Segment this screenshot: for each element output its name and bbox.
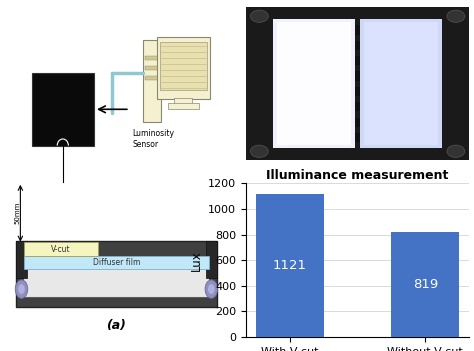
Bar <box>143 40 161 122</box>
Text: Luminosity
Sensor: Luminosity Sensor <box>132 129 174 149</box>
Bar <box>273 19 356 148</box>
Title: Illuminance measurement: Illuminance measurement <box>266 169 449 182</box>
Bar <box>24 256 209 269</box>
Circle shape <box>15 280 28 298</box>
Text: Diffuser film: Diffuser film <box>93 258 140 267</box>
Bar <box>146 76 159 80</box>
Y-axis label: Lux: Lux <box>190 250 202 271</box>
Text: 819: 819 <box>413 278 438 291</box>
Bar <box>355 118 361 127</box>
Text: 1121: 1121 <box>273 259 307 272</box>
Bar <box>277 22 351 145</box>
Text: 50mm: 50mm <box>14 202 20 224</box>
Bar <box>146 66 159 70</box>
Text: (a): (a) <box>107 319 127 332</box>
Circle shape <box>447 145 465 157</box>
Bar <box>355 25 361 35</box>
Bar <box>355 87 361 96</box>
Circle shape <box>250 145 268 157</box>
Bar <box>206 241 217 278</box>
Bar <box>32 73 94 146</box>
Bar <box>24 269 209 297</box>
Bar <box>355 41 361 50</box>
Bar <box>160 42 207 90</box>
Bar <box>24 242 98 256</box>
Circle shape <box>250 10 268 22</box>
Circle shape <box>447 10 465 22</box>
Text: V-cut: V-cut <box>51 245 71 254</box>
Bar <box>256 194 324 337</box>
Circle shape <box>18 284 25 294</box>
Bar <box>365 22 438 145</box>
Bar <box>146 56 159 60</box>
Circle shape <box>208 284 215 294</box>
Bar <box>355 102 361 111</box>
Bar <box>360 19 442 148</box>
Bar <box>16 241 27 278</box>
Bar <box>174 98 192 104</box>
Bar <box>392 232 459 337</box>
Bar <box>355 72 361 81</box>
Bar <box>355 56 361 65</box>
Bar <box>355 133 361 142</box>
Bar <box>16 241 217 307</box>
Bar <box>168 103 199 109</box>
Circle shape <box>205 280 218 298</box>
Bar <box>156 37 210 99</box>
